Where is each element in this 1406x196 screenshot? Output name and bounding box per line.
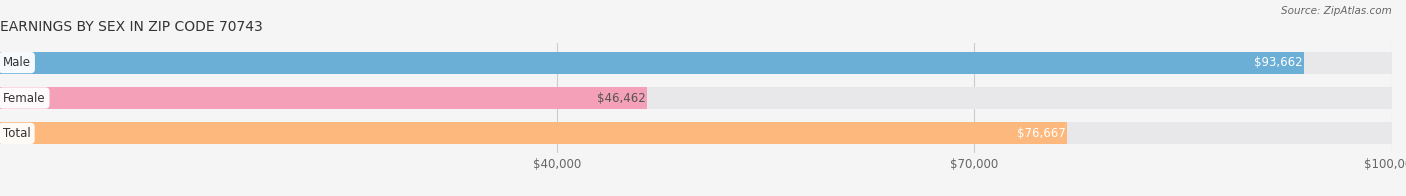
Bar: [0, 52, 1303, 74]
Text: Source: ZipAtlas.com: Source: ZipAtlas.com: [1281, 6, 1392, 16]
Text: Male: Male: [3, 56, 31, 69]
Text: $46,462: $46,462: [596, 92, 645, 104]
Bar: [0, 52, 1392, 74]
Text: Female: Female: [3, 92, 45, 104]
Bar: [0, 122, 1392, 144]
Bar: [0, 87, 1392, 109]
Bar: [0, 122, 1067, 144]
Text: EARNINGS BY SEX IN ZIP CODE 70743: EARNINGS BY SEX IN ZIP CODE 70743: [0, 20, 263, 34]
Text: $76,667: $76,667: [1017, 127, 1066, 140]
Text: Total: Total: [3, 127, 31, 140]
Text: $93,662: $93,662: [1254, 56, 1302, 69]
Bar: [0, 87, 647, 109]
